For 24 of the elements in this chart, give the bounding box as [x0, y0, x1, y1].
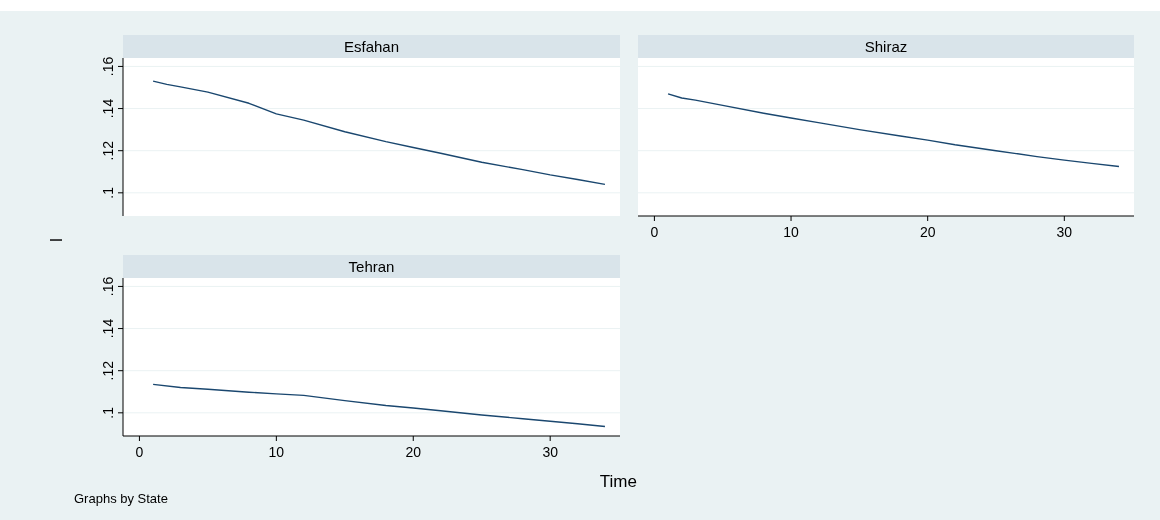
y-axis-title: I — [48, 237, 65, 243]
line-series — [152, 80, 606, 186]
y-tick-label: .14 — [100, 98, 116, 119]
x-tick-label: 0 — [650, 224, 659, 240]
chart-title: Esfahan — [343, 38, 400, 55]
x-tick-label: 0 — [135, 444, 144, 460]
x-axis-title: Time — [599, 472, 637, 491]
y-tick-label: .14 — [100, 318, 116, 339]
y-tick-label: .1 — [100, 406, 116, 419]
x-tick-label: 20 — [919, 224, 936, 240]
x-tick-label: 30 — [1056, 224, 1073, 240]
x-tick-label: 10 — [783, 224, 800, 240]
x-tick-label: 30 — [542, 444, 559, 460]
x-tick-label: 20 — [405, 444, 422, 460]
y-tick-label: .12 — [100, 140, 116, 161]
y-tick-label: .16 — [100, 56, 116, 77]
line-series — [152, 383, 606, 428]
x-tick-label: 10 — [268, 444, 285, 460]
y-tick-label: .16 — [100, 276, 116, 297]
text: Graphs by State — [74, 491, 168, 506]
y-tick-label: .12 — [100, 360, 116, 381]
y-tick-label: .1 — [100, 186, 116, 199]
chart-title: Shiraz — [864, 38, 908, 55]
chart-title: Tehran — [348, 258, 395, 275]
